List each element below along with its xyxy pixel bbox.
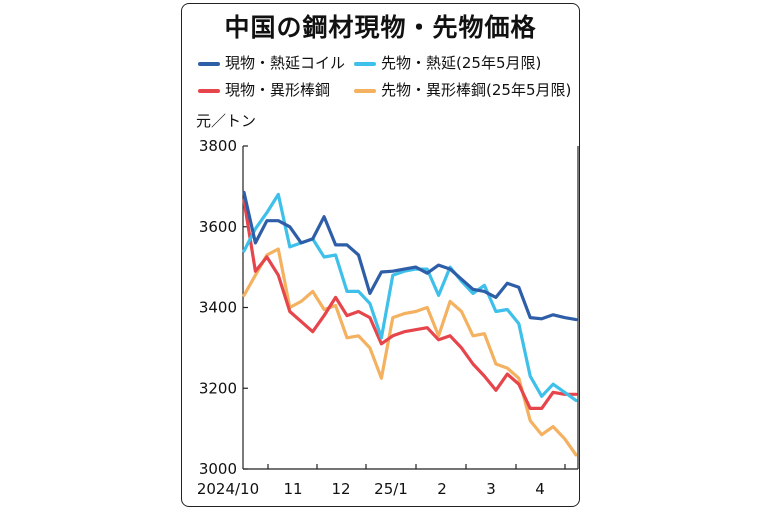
x-tick-label: 4 (535, 480, 545, 498)
series-line-1 (242, 192, 578, 402)
legend-item-3: 先物・異形棒鋼(25年5月限) (354, 79, 571, 100)
y-axis-unit-label: 元／トン (196, 112, 257, 130)
series-line-2 (242, 198, 578, 410)
legend-item-0: 現物・熱延コイル (198, 52, 345, 73)
y-tick-label: 3000 (199, 460, 237, 478)
x-tick-label: 2024/10 (197, 480, 259, 498)
legend-item-1: 先物・熱延(25年5月限) (354, 52, 541, 73)
legend-swatch-0 (198, 61, 220, 66)
legend-swatch-2 (198, 88, 220, 93)
legend-swatch-1 (354, 61, 376, 66)
legend-label-1: 先物・熱延(25年5月限) (381, 54, 542, 72)
x-tick-label: 12 (331, 480, 350, 498)
chart-frame (181, 3, 580, 507)
x-tick-label: 3 (486, 480, 496, 498)
legend-label-2: 現物・異形棒鋼 (225, 81, 331, 99)
x-tick-label: 2 (437, 480, 447, 498)
x-tick-label: 25/1 (374, 480, 408, 498)
legend-label-0: 現物・熱延コイル (225, 54, 346, 72)
legend-item-2: 現物・異形棒鋼 (198, 79, 330, 100)
y-tick-label: 3200 (199, 379, 237, 397)
x-tick-label: 11 (283, 480, 302, 498)
series-line-0 (242, 190, 578, 322)
chart-title: 中国の鋼材現物・先物価格 (224, 13, 537, 42)
y-tick-label: 3400 (199, 299, 237, 317)
legend-swatch-3 (354, 88, 376, 93)
legend-label-3: 先物・異形棒鋼(25年5月限) (381, 81, 572, 99)
y-tick-label: 3600 (199, 218, 237, 236)
y-tick-label: 3800 (199, 137, 237, 155)
